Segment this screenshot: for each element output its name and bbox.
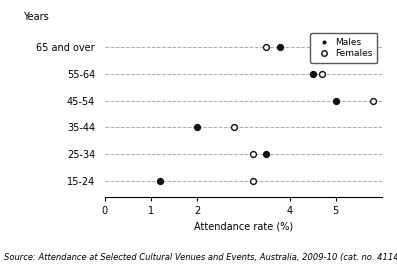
Females	[263, 45, 270, 50]
Males	[333, 99, 339, 103]
Females	[249, 152, 256, 156]
Males	[194, 125, 200, 130]
Females	[370, 99, 376, 103]
Legend: Males, Females: Males, Females	[310, 33, 378, 63]
Males	[310, 72, 316, 76]
Females	[319, 72, 325, 76]
Females	[231, 125, 237, 130]
Males	[263, 152, 270, 156]
Males	[157, 179, 164, 183]
Males	[277, 45, 283, 50]
X-axis label: Attendance rate (%): Attendance rate (%)	[194, 222, 293, 231]
Females	[249, 179, 256, 183]
Y-axis label: Years: Years	[23, 12, 48, 22]
Text: Source: Attendance at Selected Cultural Venues and Events, Australia, 2009-10 (c: Source: Attendance at Selected Cultural …	[4, 253, 397, 262]
